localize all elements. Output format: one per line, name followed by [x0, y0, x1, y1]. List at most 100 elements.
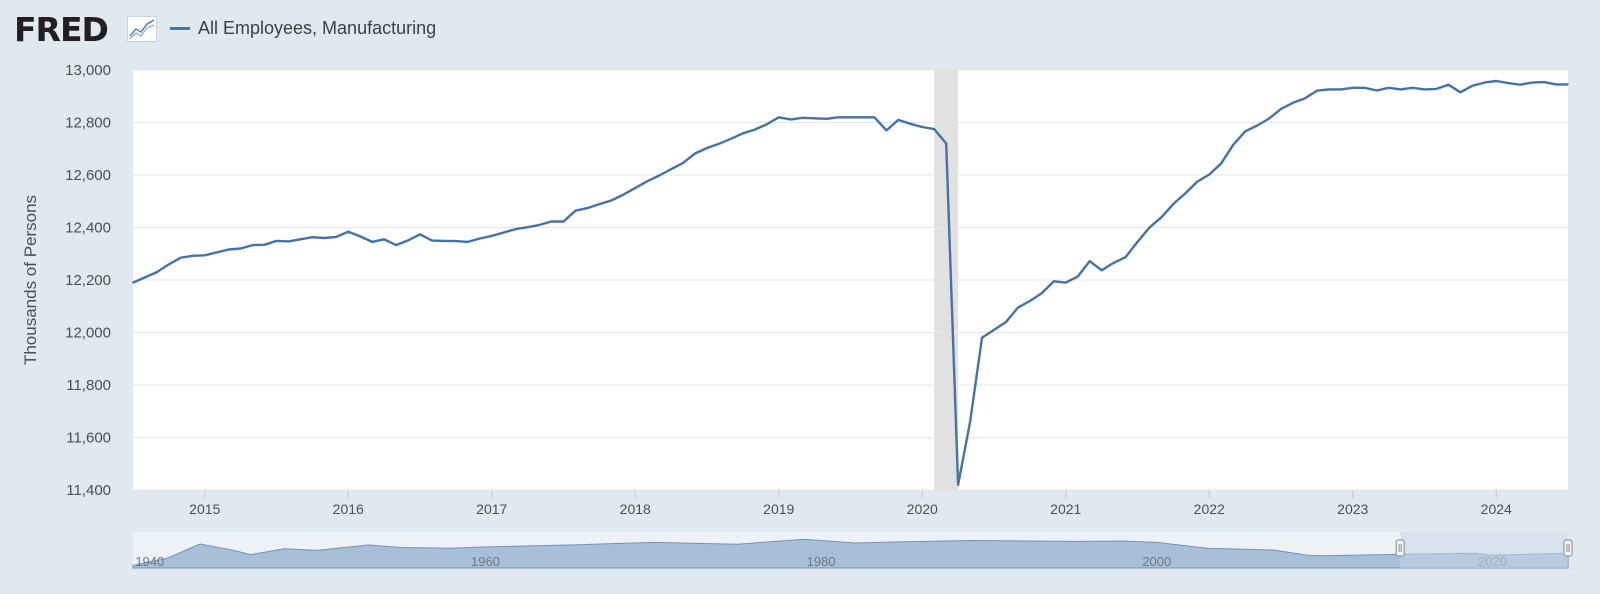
data-point	[395, 244, 397, 246]
data-point	[502, 231, 505, 234]
data-point	[1208, 173, 1211, 176]
data-point	[323, 237, 326, 239]
y-tick-label: 12,200	[65, 272, 111, 289]
data-point	[275, 240, 278, 242]
data-point	[586, 207, 589, 209]
data-point	[239, 247, 242, 250]
data-point	[1232, 144, 1234, 146]
legend[interactable]: All Employees, Manufacturing	[170, 18, 436, 39]
data-point	[622, 193, 625, 196]
data-point	[1088, 260, 1091, 262]
y-tick-label: 11,400	[66, 482, 111, 499]
data-point	[1387, 87, 1390, 89]
data-point	[526, 226, 529, 228]
data-point	[1292, 102, 1294, 104]
data-point	[1352, 87, 1354, 89]
handle-grip[interactable]	[1395, 539, 1405, 557]
data-point	[479, 237, 481, 240]
y-tick-label: 11,800	[66, 377, 111, 394]
data-point	[1112, 262, 1115, 264]
navigator-year-label: 1960	[471, 554, 500, 569]
data-point	[1076, 275, 1079, 278]
data-point	[897, 119, 900, 121]
x-tick-label: 2016	[333, 501, 364, 517]
y-tick-label: 12,000	[65, 325, 111, 342]
gridlines	[133, 69, 1568, 491]
data-point	[1256, 124, 1258, 127]
data-point	[1136, 241, 1139, 243]
data-point	[443, 240, 445, 242]
data-point	[491, 235, 493, 237]
navigator-selection[interactable]	[1400, 532, 1568, 568]
data-point	[1435, 88, 1438, 90]
data-point	[1519, 83, 1521, 86]
data-point	[1507, 82, 1509, 84]
data-point	[742, 132, 744, 135]
data-point	[1304, 97, 1306, 100]
range-navigator[interactable]: 19401960198020002020	[132, 532, 1573, 569]
data-point	[801, 117, 804, 119]
data-point	[204, 254, 206, 257]
y-tick-label: 13,000	[65, 62, 111, 79]
handle-grip[interactable]	[1563, 539, 1573, 557]
data-point	[227, 248, 230, 251]
legend-line-swatch	[170, 27, 190, 30]
series-points	[132, 80, 1569, 486]
data-point	[335, 236, 338, 238]
data-point	[945, 142, 947, 145]
data-point	[347, 230, 350, 233]
data-point	[610, 199, 613, 202]
data-point	[311, 236, 314, 238]
data-point	[885, 129, 888, 132]
data-point	[789, 118, 792, 121]
y-tick-label: 12,400	[65, 220, 111, 237]
navigator-year-label: 2000	[1142, 554, 1171, 569]
y-tick-label: 12,800	[65, 115, 111, 132]
data-point	[1017, 306, 1019, 309]
x-tick-label: 2019	[763, 501, 794, 517]
data-point	[1363, 87, 1366, 89]
data-point	[144, 276, 146, 279]
data-point	[514, 228, 517, 230]
data-point	[1148, 226, 1151, 229]
data-point	[1447, 83, 1450, 86]
data-point	[873, 116, 876, 119]
data-point	[1172, 203, 1175, 205]
navigator-left-handle[interactable]	[1395, 539, 1405, 557]
data-point	[1531, 81, 1533, 84]
data-point	[646, 180, 648, 183]
data-point	[754, 128, 756, 131]
data-point	[909, 123, 912, 125]
data-point	[1041, 292, 1043, 294]
data-point	[215, 251, 218, 254]
x-tick-label: 2024	[1481, 501, 1512, 517]
data-point	[1555, 83, 1557, 86]
data-point	[1280, 108, 1282, 110]
data-point	[1543, 81, 1545, 83]
data-point	[933, 128, 935, 130]
data-point	[1053, 280, 1055, 283]
data-point	[1375, 89, 1378, 92]
navigator-area	[132, 538, 1569, 569]
data-point	[1065, 281, 1067, 284]
data-point	[670, 168, 672, 170]
data-point	[1483, 81, 1486, 84]
data-point	[718, 143, 720, 145]
fred-logo[interactable]: FRED	[14, 10, 109, 49]
data-point	[1005, 321, 1007, 323]
data-point	[1268, 117, 1270, 120]
x-axis-ticks: 2015 2016 2017 2018 2019 2020 2021 2022 2023 2024	[189, 490, 1512, 517]
data-point	[359, 235, 362, 238]
data-point	[299, 238, 302, 241]
data-point	[1471, 85, 1474, 87]
data-point	[419, 233, 421, 236]
data-point	[550, 220, 553, 223]
data-point	[598, 203, 601, 205]
data-point	[562, 220, 565, 223]
data-point	[634, 187, 637, 189]
data-point	[1316, 89, 1318, 92]
navigator-right-handle[interactable]	[1563, 539, 1573, 557]
data-point	[682, 162, 684, 164]
data-point	[180, 256, 182, 259]
x-tick-label: 2017	[476, 501, 507, 517]
